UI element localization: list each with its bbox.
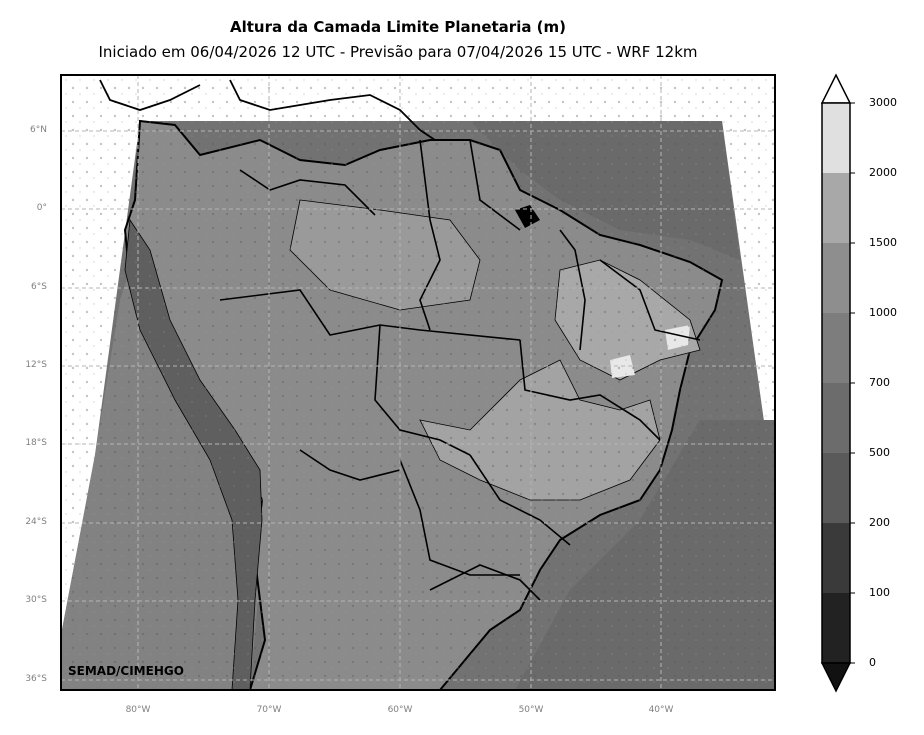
colorbar-tick-label: 1000	[869, 306, 897, 319]
colorbar	[820, 73, 855, 693]
map-title: Altura da Camada Limite Planetaria (m)	[229, 18, 567, 36]
colorbar-tick-label: 700	[869, 376, 890, 389]
lat-label: 6°S	[31, 282, 47, 292]
colorbar-tick-label: 2000	[869, 166, 897, 179]
credit-label: SEMAD/CIMEHGO	[68, 664, 184, 678]
lat-label: 36°S	[25, 674, 47, 684]
lat-label: 30°S	[25, 595, 47, 605]
lon-label: 80°W	[125, 705, 151, 715]
lat-label: 0°	[36, 203, 47, 213]
map-frame	[60, 74, 776, 691]
lon-label: 60°W	[387, 705, 413, 715]
colorbar-tick-label: 500	[869, 446, 890, 459]
colorbar-tick-label: 3000	[869, 96, 897, 109]
colorbar-extend-top	[820, 73, 852, 104]
colorbar-tick-label: 1500	[869, 236, 897, 249]
lat-label: 6°N	[30, 125, 47, 135]
lat-label: 18°S	[25, 438, 47, 448]
colorbar-tick-label: 100	[869, 586, 890, 599]
gridlines	[61, 75, 775, 690]
lon-label: 40°W	[648, 705, 674, 715]
colorbar-tick-label: 0	[869, 656, 876, 669]
lon-label: 70°W	[256, 705, 282, 715]
map-subtitle: Iniciado em 06/04/2026 12 UTC - Previsão…	[98, 43, 698, 61]
lat-label: 12°S	[25, 360, 47, 370]
state-borders	[219, 139, 701, 601]
lon-label: 50°W	[518, 705, 544, 715]
lat-label: 24°S	[25, 517, 47, 527]
colorbar-extend-bottom	[820, 662, 852, 693]
map-field	[61, 75, 775, 690]
colorbar-tick-label: 200	[869, 516, 890, 529]
